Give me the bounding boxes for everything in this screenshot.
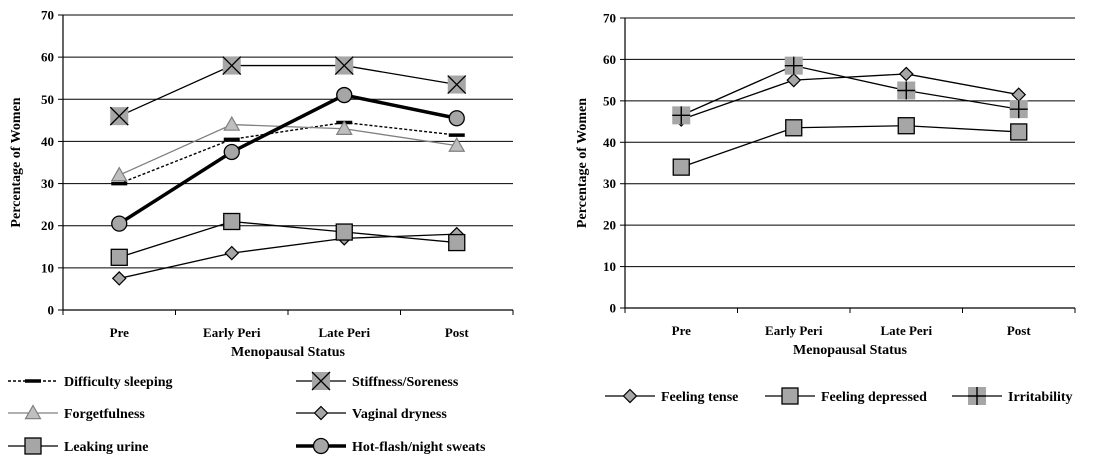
left-y-tick-70: 70 [41, 8, 54, 23]
right-point-feeling-tense-post [1011, 87, 1027, 102]
right-point-irritability-late-peri [897, 81, 916, 100]
left-legend-label-forgetfulness: Forgetfulness [64, 407, 145, 422]
left-x-tick-pre: Pre [110, 325, 129, 340]
right-y-tick-10: 10 [603, 259, 616, 274]
left-y-tick-60: 60 [41, 50, 54, 65]
left-point-forgetfulness-early-peri [223, 115, 241, 131]
left-legend-marker-forgetfulness [24, 404, 42, 420]
left-y-tick-30: 30 [41, 176, 54, 191]
left-point-leaking-urine-post [448, 233, 466, 252]
right-series-line-irritability [680, 64, 1019, 116]
left-legend-entry-difficulty-sleeping: Difficulty sleeping [8, 375, 173, 390]
left-x-tick-early-peri: Early Peri [203, 325, 261, 340]
left-point-forgetfulness-post [448, 136, 466, 152]
left-point-forgetfulness-late-peri [335, 120, 353, 136]
left-legend-marker-hot-flash-night-sweats [312, 437, 330, 455]
right-x-tick-early-peri: Early Peri [765, 323, 823, 338]
left-y-tick-0: 0 [48, 303, 55, 318]
right-y-tick-0: 0 [610, 301, 617, 316]
right-x-tick-post: Post [1007, 323, 1032, 338]
right-legend-marker-feeling-tense [622, 388, 638, 404]
right-point-feeling-tense-late-peri [898, 66, 914, 82]
left-legend-label-vaginal-dryness: Vaginal dryness [352, 407, 447, 422]
left-point-stiffness-soreness-early-peri [222, 56, 242, 76]
right-legend-label-irritability: Irritability [1008, 390, 1073, 405]
left-y-tick-40: 40 [41, 134, 54, 149]
left-y-tick-50: 50 [41, 92, 54, 107]
left-y-tick-20: 20 [41, 218, 54, 233]
left-point-stiffness-soreness-post [447, 75, 467, 94]
left-point-hot-flash-night-sweats-late-peri [336, 86, 353, 104]
left-series-line-difficulty-sleeping [118, 121, 457, 185]
left-legend-entry-forgetfulness: Forgetfulness [8, 404, 145, 422]
right-series-line-feeling-depressed [681, 125, 1019, 168]
right-x-tick-late-peri: Late Peri [880, 323, 932, 338]
left-series-line-stiffness-soreness [118, 64, 457, 117]
right-point-feeling-depressed-late-peri [897, 117, 915, 135]
right-legend-label-feeling-depressed: Feeling depressed [821, 390, 927, 405]
left-legend-marker-leaking-urine [24, 437, 42, 455]
left-point-vaginal-dryness-early-peri [224, 245, 240, 261]
left-legend-label-leaking-urine: Leaking urine [64, 440, 148, 455]
right-point-irritability-pre [672, 106, 691, 125]
right-point-feeling-depressed-early-peri [785, 119, 803, 137]
left-point-leaking-urine-late-peri [335, 223, 353, 241]
left-legend-entry-vaginal-dryness: Vaginal dryness [296, 405, 447, 422]
right-legend-entry-feeling-depressed: Feeling depressed [765, 387, 927, 405]
right-point-feeling-tense-early-peri [786, 72, 802, 88]
left-point-leaking-urine-pre [110, 248, 128, 266]
right-y-tick-40: 40 [603, 135, 616, 150]
left-legend-label-hot-flash-night-sweats: Hot-flash/night sweats [352, 440, 486, 455]
left-legend-label-stiffness-soreness: Stiffness/Soreness [352, 375, 459, 390]
left-legend-marker-stiffness-soreness [311, 371, 331, 391]
right-y-tick-60: 60 [603, 52, 616, 67]
left-y-axis-title: Percentage of Women [9, 97, 24, 227]
chart-left: 0 10 20 30 40 50 60 70 Pre Early Peri Late Peri Pos… [8, 8, 514, 455]
left-y-tick-10: 10 [41, 260, 54, 275]
right-legend-label-feeling-tense: Feeling tense [661, 390, 738, 405]
right-point-feeling-depressed-post [1010, 123, 1028, 141]
right-x-axis-title: Menopausal Status [793, 343, 908, 358]
left-point-hot-flash-night-sweats-post [448, 110, 465, 127]
left-point-vaginal-dryness-pre [111, 271, 127, 286]
right-point-irritability-early-peri [784, 56, 803, 75]
left-legend-entry-leaking-urine: Leaking urine [8, 437, 148, 455]
right-y-tick-20: 20 [603, 218, 616, 233]
left-legend-entry-hot-flash-night-sweats: Hot-flash/night sweats [296, 437, 486, 455]
right-y-axis-title: Percentage of Women [575, 98, 590, 228]
left-point-leaking-urine-early-peri [223, 212, 241, 231]
left-point-hot-flash-night-sweats-pre [111, 215, 128, 232]
right-x-tick-pre: Pre [672, 323, 691, 338]
right-point-feeling-depressed-pre [672, 158, 690, 176]
left-legend-label-difficulty-sleeping: Difficulty sleeping [64, 375, 173, 390]
left-legend-marker-vaginal-dryness [313, 405, 329, 421]
left-series-line-forgetfulness [118, 123, 457, 176]
right-point-irritability-post [1009, 100, 1028, 119]
right-legend-entry-irritability: Irritability [952, 387, 1073, 405]
right-legend-marker-feeling-depressed [781, 387, 799, 405]
left-legend-entry-stiffness-soreness: Stiffness/Soreness [296, 371, 459, 391]
left-x-tick-post: Post [445, 325, 470, 340]
left-series-line-leaking-urine [119, 220, 457, 258]
left-x-tick-late-peri: Late Peri [318, 325, 370, 340]
right-legend-marker-irritability [968, 387, 986, 405]
right-y-tick-50: 50 [603, 93, 616, 108]
left-point-stiffness-soreness-pre [109, 106, 129, 126]
right-legend-entry-feeling-tense: Feeling tense [605, 388, 738, 405]
left-series-line-vaginal-dryness [119, 233, 457, 280]
right-y-tick-30: 30 [603, 176, 616, 191]
left-point-hot-flash-night-sweats-early-peri [223, 143, 240, 161]
left-series-line-hot-flash-night-sweats [118, 93, 458, 226]
left-x-axis-title: Menopausal Status [231, 345, 346, 360]
chart-right: 0 10 20 30 40 50 60 70 Pre Early Peri Late Peri Pos… [575, 11, 1076, 405]
right-y-tick-70: 70 [603, 11, 616, 26]
right-series-line-feeling-tense [681, 73, 1019, 121]
left-point-forgetfulness-pre [110, 166, 128, 182]
left-point-stiffness-soreness-late-peri [334, 56, 354, 76]
